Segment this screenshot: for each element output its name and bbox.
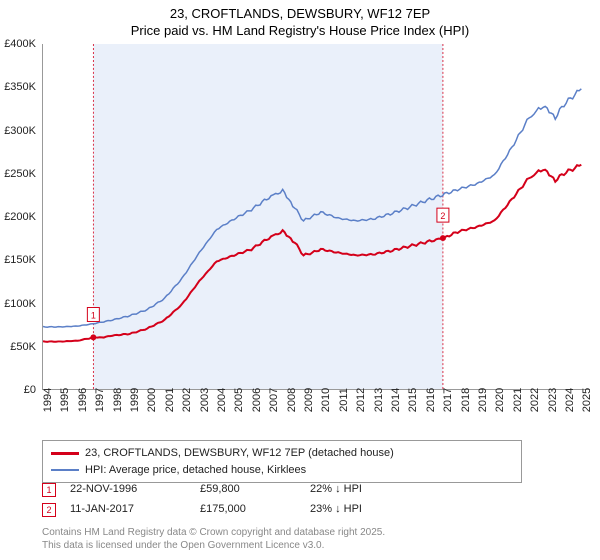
- transaction-row-1: 1 22-NOV-1996 £59,800 22% ↓ HPI: [42, 480, 562, 500]
- y-tick-label: £400K: [4, 38, 36, 50]
- legend-item-paid: 23, CROFTLANDS, DEWSBURY, WF12 7EP (deta…: [51, 445, 513, 462]
- x-tick-label: 1996: [77, 388, 89, 412]
- transaction-rows: 1 22-NOV-1996 £59,800 22% ↓ HPI 2 11-JAN…: [42, 480, 562, 520]
- x-tick-label: 2006: [251, 388, 263, 412]
- chart-plot-area: 12: [42, 44, 590, 390]
- x-tick-label: 2012: [355, 388, 367, 412]
- x-tick-label: 1995: [59, 388, 71, 412]
- legend-label-paid: 23, CROFTLANDS, DEWSBURY, WF12 7EP (deta…: [85, 445, 394, 462]
- footer-line-2: This data is licensed under the Open Gov…: [42, 539, 385, 552]
- x-tick-label: 2018: [460, 388, 472, 412]
- x-tick-label: 2007: [268, 388, 280, 412]
- x-tick-label: 2017: [442, 388, 454, 412]
- x-tick-label: 2008: [286, 388, 298, 412]
- x-tick-label: 2023: [547, 388, 559, 412]
- legend-label-hpi: HPI: Average price, detached house, Kirk…: [85, 462, 306, 479]
- x-tick-label: 1999: [129, 388, 141, 412]
- transaction-price-1: £59,800: [200, 480, 310, 500]
- x-tick-label: 2001: [164, 388, 176, 412]
- footer-line-1: Contains HM Land Registry data © Crown c…: [42, 526, 385, 539]
- x-tick-label: 2004: [216, 388, 228, 412]
- x-tick-label: 2002: [181, 388, 193, 412]
- x-tick-label: 2019: [477, 388, 489, 412]
- legend-swatch-paid: [51, 452, 79, 455]
- transaction-price-2: £175,000: [200, 500, 310, 520]
- x-tick-label: 2003: [199, 388, 211, 412]
- x-tick-label: 2013: [373, 388, 385, 412]
- x-tick-label: 2009: [303, 388, 315, 412]
- title-line-2: Price paid vs. HM Land Registry's House …: [0, 23, 600, 40]
- x-tick-label: 1997: [94, 388, 106, 412]
- transaction-marker-2: 2: [42, 503, 56, 517]
- x-axis-labels: 1994199519961997199819992000200120022003…: [42, 394, 590, 440]
- x-tick-label: 2022: [529, 388, 541, 412]
- legend-swatch-hpi: [51, 469, 79, 471]
- x-tick-label: 2010: [320, 388, 332, 412]
- x-tick-label: 2024: [564, 388, 576, 412]
- y-tick-label: £250K: [4, 168, 36, 180]
- title-line-1: 23, CROFTLANDS, DEWSBURY, WF12 7EP: [0, 6, 600, 23]
- x-tick-label: 2021: [512, 388, 524, 412]
- y-tick-label: £150K: [4, 254, 36, 266]
- y-axis-labels: £0£50K£100K£150K£200K£250K£300K£350K£400…: [0, 44, 40, 390]
- y-tick-label: £350K: [4, 81, 36, 93]
- x-tick-label: 2015: [407, 388, 419, 412]
- y-tick-label: £50K: [10, 341, 36, 353]
- transaction-date-2: 11-JAN-2017: [70, 500, 200, 520]
- x-tick-label: 2014: [390, 388, 402, 412]
- y-tick-label: £100K: [4, 298, 36, 310]
- x-tick-label: 2020: [494, 388, 506, 412]
- transaction-date-1: 22-NOV-1996: [70, 480, 200, 500]
- x-tick-label: 2025: [581, 388, 593, 412]
- x-tick-label: 1994: [42, 388, 54, 412]
- transaction-diff-1: 22% ↓ HPI: [310, 480, 410, 500]
- y-tick-label: £300K: [4, 125, 36, 137]
- y-tick-label: £200K: [4, 211, 36, 223]
- transaction-marker-1: 1: [42, 483, 56, 497]
- x-tick-label: 2000: [146, 388, 158, 412]
- svg-text:1: 1: [91, 310, 96, 320]
- legend: 23, CROFTLANDS, DEWSBURY, WF12 7EP (deta…: [42, 440, 522, 483]
- chart-title-block: 23, CROFTLANDS, DEWSBURY, WF12 7EP Price…: [0, 0, 600, 44]
- transaction-diff-2: 23% ↓ HPI: [310, 500, 410, 520]
- legend-item-hpi: HPI: Average price, detached house, Kirk…: [51, 462, 513, 479]
- footer-attribution: Contains HM Land Registry data © Crown c…: [42, 526, 385, 552]
- svg-text:2: 2: [440, 211, 445, 221]
- x-tick-label: 2016: [425, 388, 437, 412]
- y-tick-label: £0: [24, 384, 36, 396]
- transaction-row-2: 2 11-JAN-2017 £175,000 23% ↓ HPI: [42, 500, 562, 520]
- x-tick-label: 1998: [112, 388, 124, 412]
- x-tick-label: 2005: [233, 388, 245, 412]
- chart-svg: 12: [43, 44, 590, 389]
- x-tick-label: 2011: [338, 388, 350, 412]
